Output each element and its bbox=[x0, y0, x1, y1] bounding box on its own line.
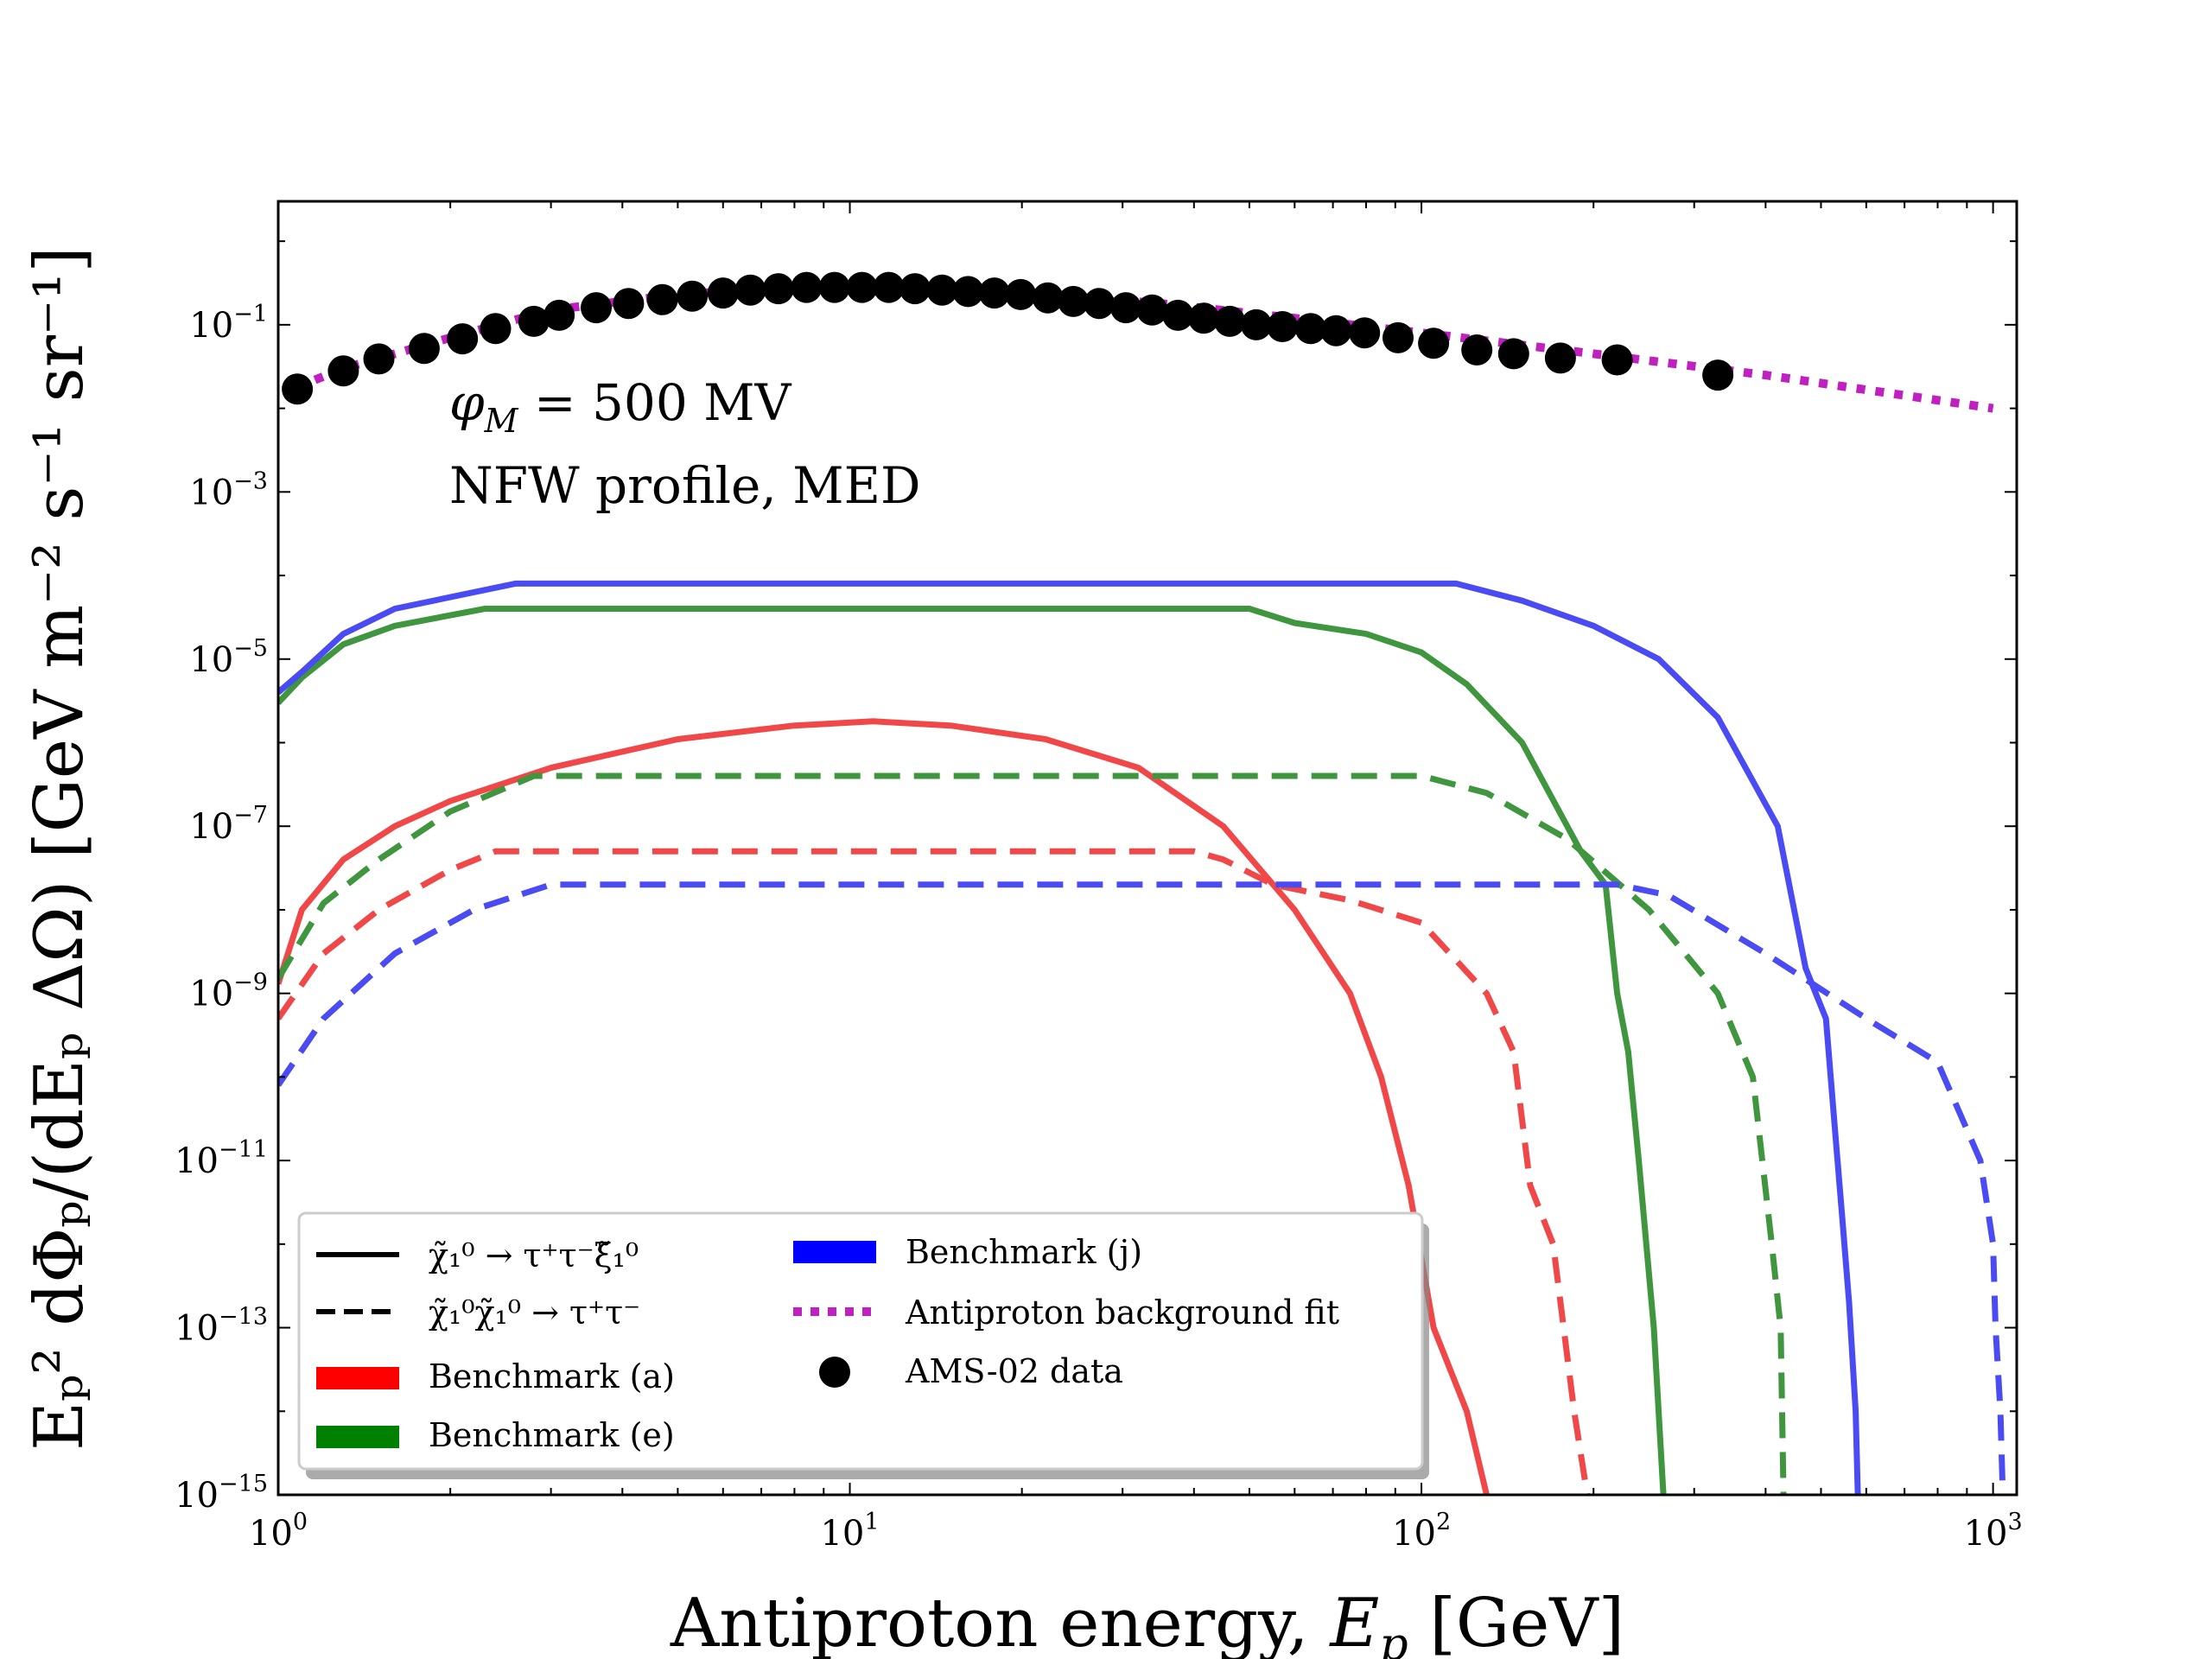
legend-patch-benchmark-j bbox=[793, 1241, 876, 1263]
annotation-phi-sub: M bbox=[484, 402, 519, 440]
ams02-point bbox=[1005, 278, 1037, 310]
ams02-point bbox=[327, 355, 359, 387]
ams02-point bbox=[952, 276, 984, 308]
y-tick-label: 10−7 bbox=[189, 802, 268, 847]
ams02-point bbox=[846, 271, 878, 303]
ams02-point bbox=[1188, 302, 1220, 334]
ams02-point bbox=[762, 273, 794, 305]
ams02-point bbox=[1136, 294, 1168, 326]
ams02-point bbox=[1110, 292, 1141, 324]
ams02-point bbox=[518, 305, 550, 337]
ams02-point bbox=[1267, 311, 1299, 342]
ams02-point bbox=[734, 274, 766, 306]
x-tick-label: 103 bbox=[1964, 1509, 2023, 1554]
legend-box bbox=[297, 1211, 1424, 1471]
y-axis-title: Eₚ² dΦₚ/(dEₚ ΔΩ) [GeV m⁻² s⁻¹ sr⁻¹] bbox=[21, 246, 99, 1451]
x-axis-title-main: Antiproton energy, bbox=[670, 1585, 1330, 1659]
y-tick-label: 10−11 bbox=[175, 1136, 268, 1181]
y-tick-label: 10−13 bbox=[175, 1304, 268, 1349]
ams02-point bbox=[1240, 308, 1272, 340]
y-tick-label: 10−15 bbox=[175, 1471, 268, 1516]
ams02-point bbox=[978, 277, 1010, 309]
ams02-point bbox=[1320, 315, 1352, 346]
series-4-benchmark-j-three-body bbox=[278, 580, 1861, 1495]
y-tick-label: 10−5 bbox=[189, 635, 268, 680]
ams02-point bbox=[581, 292, 612, 324]
ams02-point bbox=[1418, 327, 1450, 359]
plot-frame bbox=[276, 200, 2018, 1497]
legend-label-background-fit: Antiproton background fit bbox=[905, 1294, 1339, 1332]
ams02-point bbox=[1382, 321, 1414, 353]
legend-patch-benchmark-a bbox=[316, 1367, 399, 1389]
ams02-point bbox=[543, 299, 575, 331]
legend-label-benchmark-e: Benchmark (e) bbox=[429, 1416, 675, 1454]
tick-layer: 100 101 102 103 10−1 10−3 10−5 10−7 10−9 10−11 10−… bbox=[175, 201, 2023, 1554]
ams02-point bbox=[818, 271, 850, 303]
ams02-point bbox=[1294, 313, 1326, 345]
legend-patch-benchmark-e bbox=[316, 1426, 399, 1448]
ams02-point bbox=[480, 313, 512, 345]
ams02-point bbox=[1032, 282, 1064, 314]
ams02-point bbox=[707, 277, 739, 309]
annotation-modulation: φM = 500 MV bbox=[449, 373, 792, 440]
y-tick-label: 10−1 bbox=[189, 301, 268, 346]
legend: χ̃₁⁰ → τ⁺τ⁻ξ̃₁⁰ χ̃₁⁰χ̃₁⁰ → τ⁺τ⁻ Benchmar… bbox=[297, 1211, 1429, 1479]
annotation-phi: φ bbox=[449, 373, 485, 432]
series-3-benchmark-e-two-body bbox=[278, 772, 1787, 1495]
ams02-data-layer bbox=[282, 271, 1734, 405]
legend-label-benchmark-j: Benchmark (j) bbox=[906, 1233, 1142, 1271]
legend-label-ams02: AMS-02 data bbox=[905, 1352, 1123, 1390]
ams02-point bbox=[873, 271, 905, 303]
legend-label-two-body: χ̃₁⁰χ̃₁⁰ → τ⁺τ⁻ bbox=[429, 1294, 640, 1332]
ams02-point bbox=[282, 373, 314, 405]
x-tick-label: 100 bbox=[249, 1509, 308, 1554]
ams02-point bbox=[1349, 317, 1381, 349]
x-axis-title-sub: p bbox=[1379, 1619, 1408, 1659]
ams02-point bbox=[408, 333, 440, 365]
x-axis-title: Antiproton energy, Ep [GeV] bbox=[670, 1585, 1624, 1659]
x-tick-label: 102 bbox=[1392, 1509, 1451, 1554]
annotation-phi-rest: = 500 MV bbox=[518, 373, 792, 432]
ams02-point bbox=[899, 273, 931, 305]
ams02-point bbox=[1497, 338, 1529, 370]
ams02-point bbox=[1214, 305, 1246, 337]
legend-label-three-body: χ̃₁⁰ → τ⁺τ⁻ξ̃₁⁰ bbox=[429, 1236, 639, 1274]
ams02-point bbox=[926, 274, 958, 306]
series-0-benchmark-a-three-body bbox=[278, 718, 1490, 1495]
ams02-point bbox=[1084, 288, 1116, 320]
ams02-point bbox=[447, 323, 479, 355]
y-tick-label: 10−9 bbox=[189, 969, 268, 1014]
ams02-point bbox=[791, 271, 823, 303]
ams02-point bbox=[1702, 359, 1734, 391]
ams02-point bbox=[1601, 344, 1633, 376]
series-5-benchmark-j-two-body bbox=[278, 881, 2006, 1495]
ams02-point bbox=[363, 343, 395, 375]
legend-marker-ams02 bbox=[819, 1357, 850, 1388]
ams02-point bbox=[1162, 299, 1194, 331]
ams02-point bbox=[677, 280, 709, 312]
legend-label-benchmark-a: Benchmark (a) bbox=[429, 1357, 675, 1395]
ams02-point bbox=[1544, 342, 1576, 374]
ams02-point bbox=[613, 288, 645, 320]
annotation-profile: NFW profile, MED bbox=[449, 456, 920, 515]
x-tick-label: 101 bbox=[820, 1509, 879, 1554]
x-axis-title-unit: [GeV] bbox=[1408, 1585, 1624, 1659]
ams02-point bbox=[1461, 334, 1493, 365]
y-tick-label: 10−3 bbox=[189, 467, 268, 512]
x-axis-title-var: E bbox=[1328, 1585, 1379, 1659]
series-2-benchmark-e-three-body bbox=[278, 606, 1667, 1495]
ams02-point bbox=[646, 283, 678, 315]
ams02-point bbox=[1058, 285, 1090, 317]
